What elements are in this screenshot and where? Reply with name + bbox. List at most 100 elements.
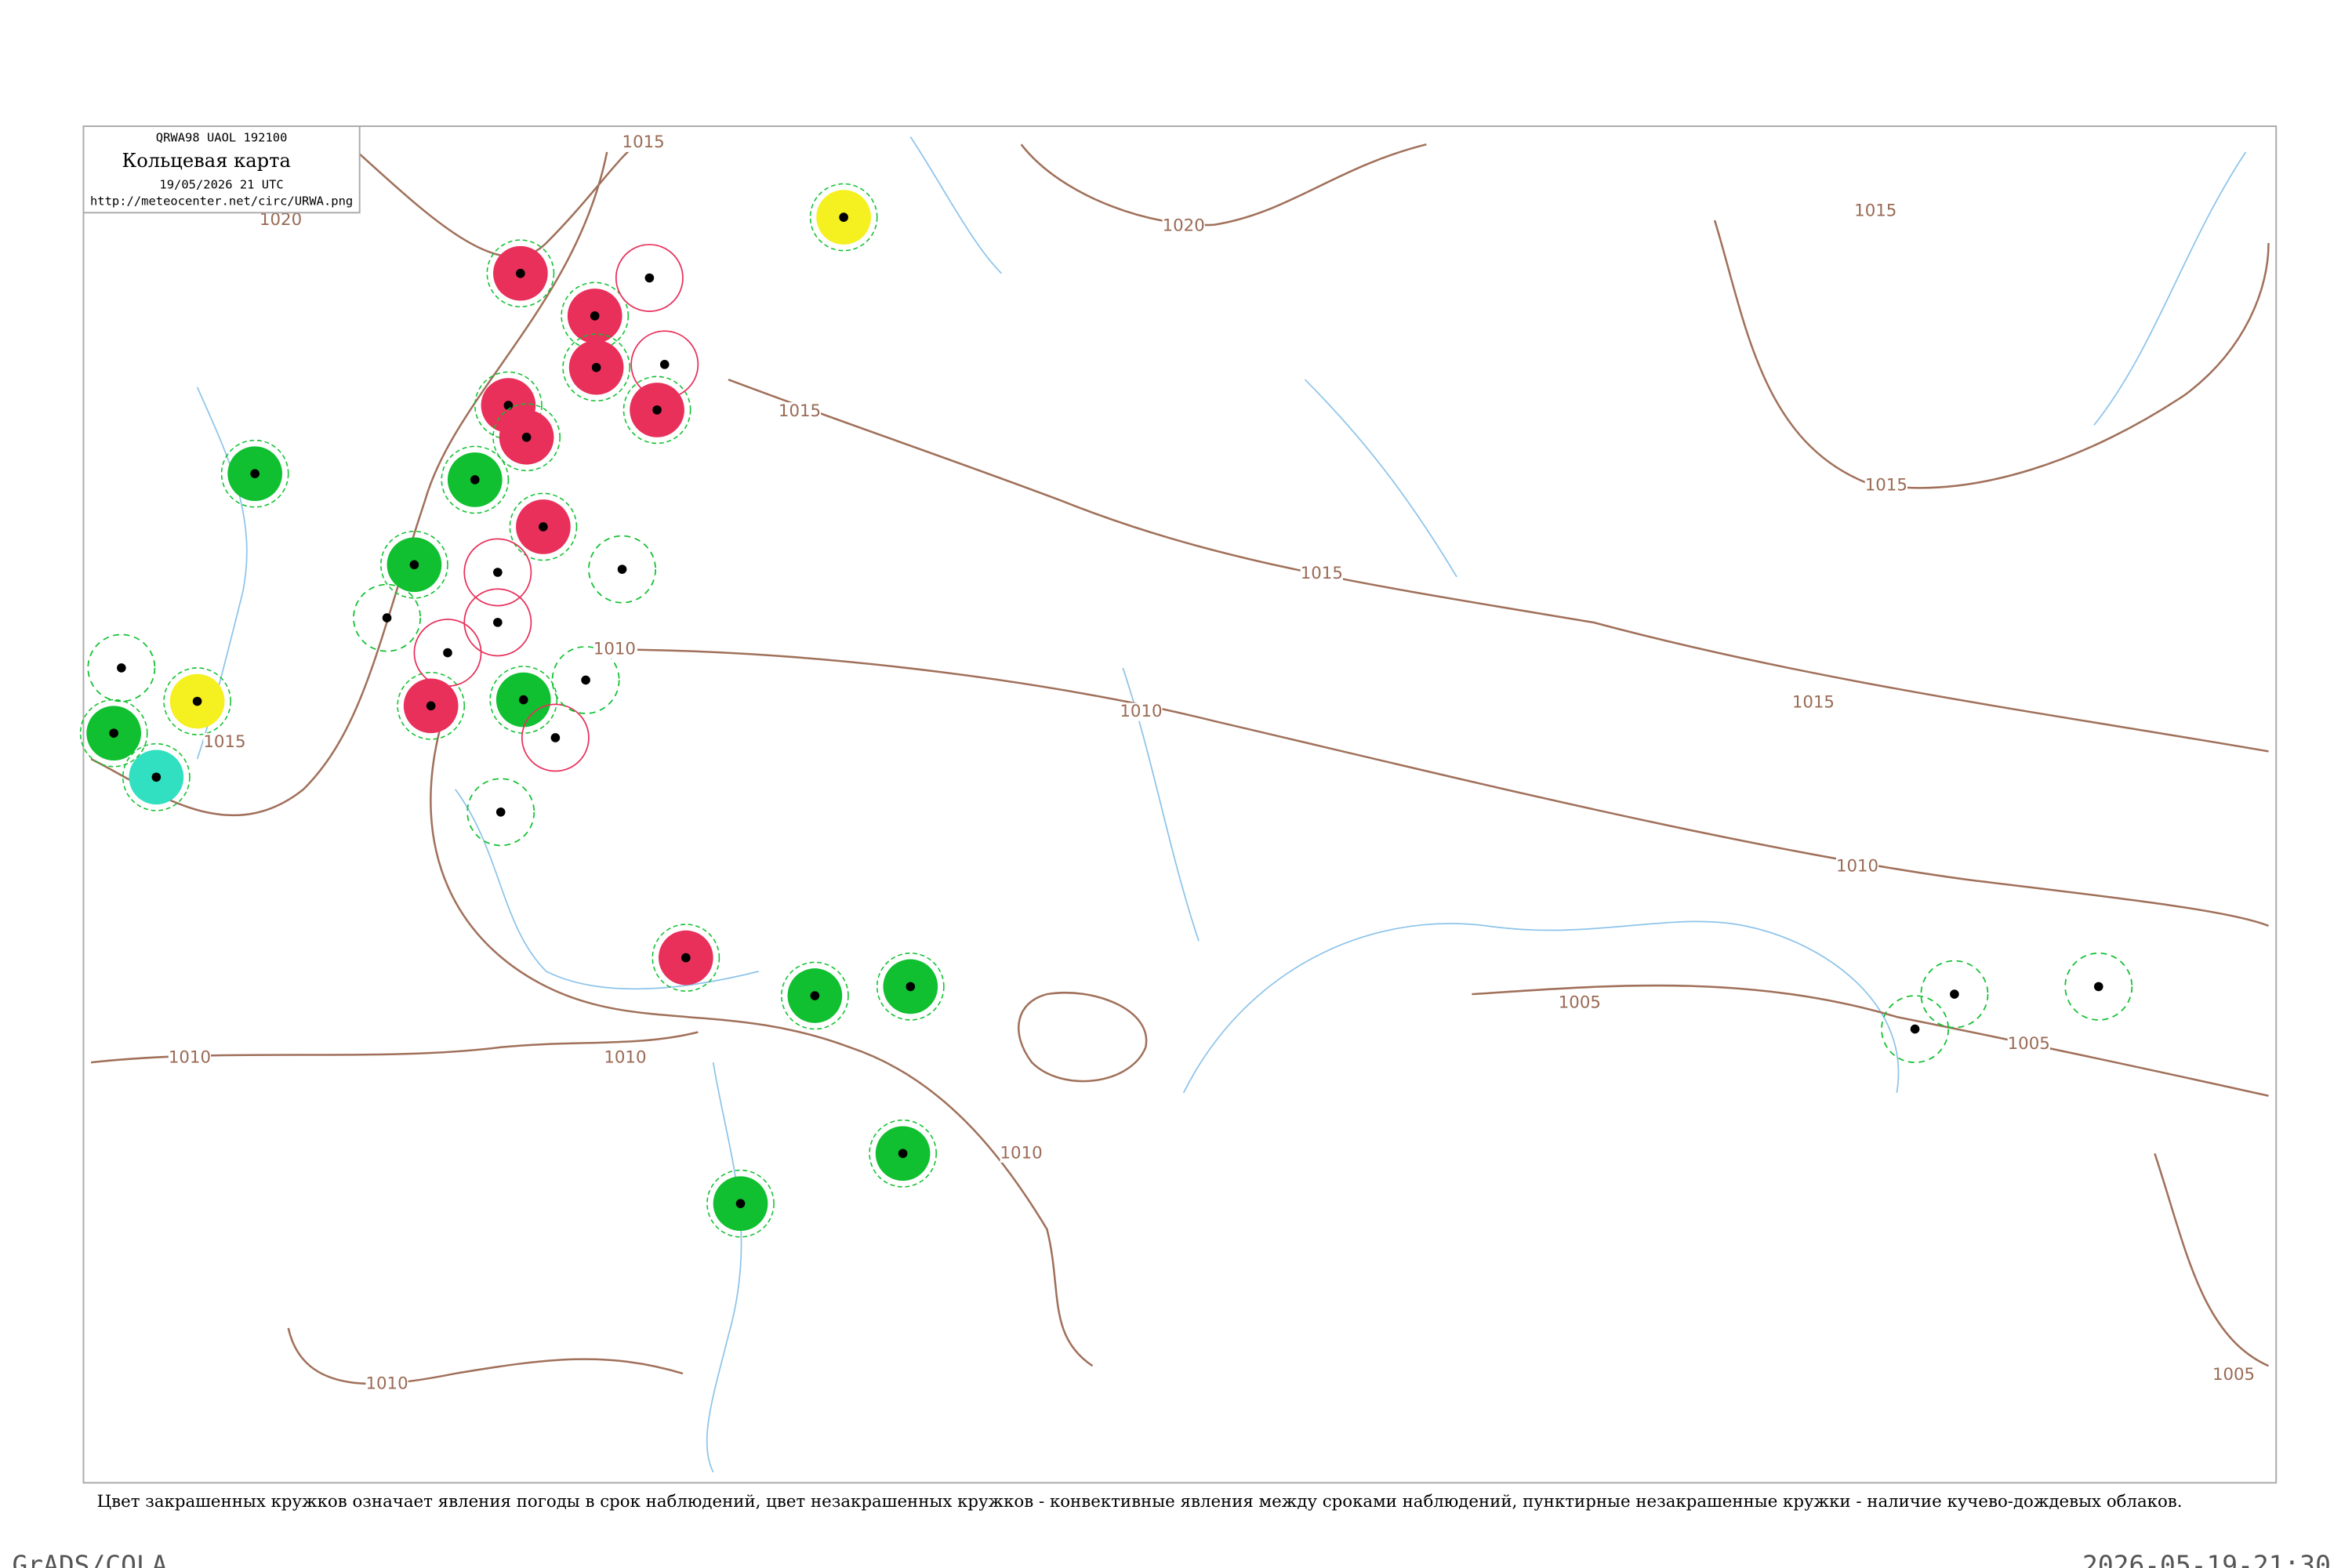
isobar-label: 1010 — [169, 1047, 211, 1067]
isobar-label: 1010 — [604, 1047, 646, 1067]
station-ring — [876, 953, 945, 1021]
station-dot — [426, 701, 436, 711]
label-bg — [593, 641, 636, 659]
station-ring — [781, 961, 849, 1030]
caption: Цвет закрашенных кружков означает явлени… — [97, 1492, 2183, 1512]
station-ring — [380, 530, 448, 599]
station-dot — [151, 772, 162, 782]
station-dot — [810, 991, 820, 1000]
isobar-label: 1010 — [593, 640, 636, 659]
station-ring — [486, 239, 555, 308]
open-circle — [615, 244, 684, 312]
station-dot — [550, 733, 561, 742]
label-bg — [778, 402, 822, 421]
station-ring — [509, 492, 578, 561]
station-dot — [516, 268, 525, 278]
header-date: 19/05/2026 21 UTC — [159, 177, 283, 191]
label-bg — [203, 733, 246, 752]
isobar-label: 1015 — [1792, 692, 1835, 712]
header-box: QRWA98 UAOL 192100 Кольцевая карта 19/05… — [82, 125, 361, 214]
isobar — [637, 648, 2270, 927]
station-dot — [839, 212, 848, 222]
station-dot — [443, 648, 452, 658]
coastline — [1182, 920, 1900, 1094]
station-dot — [409, 560, 419, 570]
footer-right: 2026-05-19-21:30 — [2082, 1549, 2331, 1568]
station-dot — [539, 522, 548, 532]
label-bg — [1558, 994, 1601, 1013]
station-dot — [493, 618, 503, 627]
station-ring — [492, 403, 561, 472]
station-ring — [397, 671, 466, 740]
label-bg — [1835, 857, 1879, 877]
isobar-label: 1015 — [622, 132, 665, 152]
river — [706, 1062, 742, 1473]
isobar-label: 1005 — [2212, 1365, 2255, 1385]
open-circle — [353, 583, 421, 652]
isobar-label: 1015 — [203, 732, 245, 752]
station-dot — [590, 311, 600, 321]
label-bg — [365, 1374, 408, 1394]
station-dot — [652, 405, 662, 415]
station-dot — [1950, 989, 1959, 999]
header-url: http://meteocenter.net/circ/URWA.png — [90, 194, 353, 209]
station-dot — [250, 469, 260, 478]
open-circle — [630, 330, 699, 399]
station-dot — [521, 432, 532, 442]
map-frame — [82, 125, 2278, 1484]
station-dot — [117, 663, 126, 673]
label-bg — [1162, 217, 1205, 236]
isobars — [90, 143, 2270, 1385]
station-ring — [474, 371, 543, 440]
station-ring — [79, 699, 148, 768]
station-dot — [2093, 982, 2103, 992]
station-ring — [441, 445, 510, 514]
isobar-label: 1005 — [1559, 993, 1601, 1013]
label-bg — [1791, 693, 1835, 713]
header-frame — [82, 125, 361, 214]
station-dot — [109, 728, 118, 738]
station-dot — [382, 613, 392, 622]
isobar — [2154, 1152, 2270, 1367]
label-bg — [259, 211, 303, 230]
open-circle — [1920, 960, 1989, 1029]
station-dot — [591, 362, 601, 372]
isobar — [430, 728, 1094, 1367]
isobar-label: 1020 — [1163, 216, 1205, 236]
isobar-label: 1015 — [1854, 201, 1896, 220]
open-circle — [413, 619, 482, 688]
station-ring — [652, 924, 720, 992]
isobar-label: 1010 — [365, 1374, 408, 1393]
station-dot — [906, 982, 916, 992]
station-ring — [122, 742, 191, 811]
open-circle — [521, 703, 590, 772]
label-bg — [1300, 564, 1343, 583]
water-lines — [196, 136, 2247, 1473]
open-circle — [1881, 995, 1950, 1064]
river — [2093, 151, 2247, 426]
station-ring — [869, 1119, 937, 1188]
isobar — [1020, 143, 1427, 227]
coastline — [909, 136, 1003, 274]
label-bg — [1864, 477, 1907, 495]
isobar-label: 1015 — [1301, 564, 1343, 583]
station-dot — [495, 808, 506, 817]
label-bg — [622, 133, 665, 152]
isobar-label: 1010 — [1120, 702, 1162, 721]
station-dot — [493, 568, 503, 577]
station-dot — [735, 1199, 746, 1208]
isobar-label: 1005 — [2008, 1034, 2050, 1054]
label-bg — [2212, 1366, 2256, 1385]
label-bg — [1854, 201, 1897, 220]
open-circle — [551, 645, 620, 714]
header-code: QRWA98 UAOL 192100 — [156, 130, 288, 144]
isobar-label: 1010 — [1000, 1143, 1042, 1163]
station-dot — [1910, 1024, 1920, 1034]
label-bg — [1120, 702, 1163, 721]
isobar — [1018, 991, 1148, 1083]
open-circle — [466, 778, 535, 847]
station-dot — [681, 953, 691, 963]
open-circle — [2064, 952, 2133, 1021]
station-ring — [163, 667, 231, 735]
